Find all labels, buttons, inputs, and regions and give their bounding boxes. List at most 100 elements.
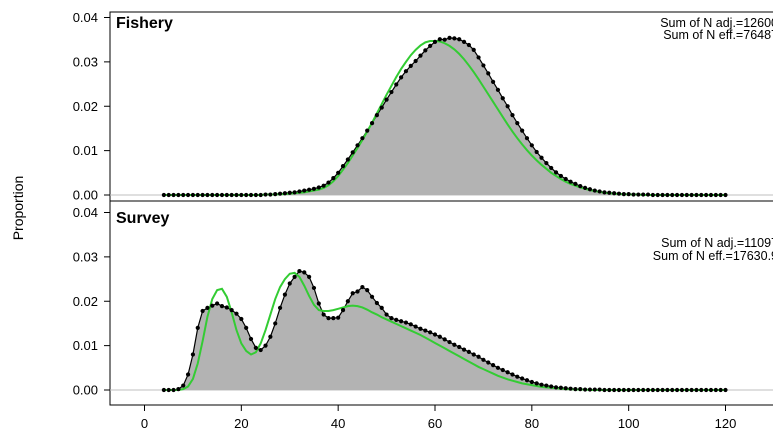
fishery-observed-point (360, 136, 365, 141)
survey-observed-point (161, 387, 166, 393)
fishery-observed-point (302, 188, 307, 193)
fishery-y-tick-label: 0.00 (73, 188, 98, 203)
survey-observed-point (185, 372, 191, 377)
fishery-observed-point (558, 173, 563, 179)
survey-observed-point (665, 387, 670, 393)
survey-observed-point (253, 345, 258, 350)
fishery-observed-point (340, 164, 346, 169)
fishery-observed-point (282, 191, 288, 196)
fishery-observed-point (369, 121, 375, 126)
survey-observed-point (636, 387, 641, 393)
survey-observed-point (505, 370, 510, 375)
survey-panel-title: Survey (116, 210, 169, 227)
survey-observed-point (670, 387, 675, 393)
survey-observed-point (602, 387, 607, 393)
survey-observed-point (408, 322, 413, 327)
survey-observed-point (699, 387, 704, 393)
fishery-panel-title: Fishery (116, 15, 173, 32)
fishery-y-tick-label: 0.01 (73, 143, 98, 158)
fishery-observed-point (413, 58, 418, 64)
fishery-observed-point (674, 192, 680, 198)
fishery-observed-point (544, 160, 549, 166)
fishery-observed-point (631, 192, 636, 197)
fishery-observed-point (273, 192, 278, 197)
fishery-observed-point (704, 192, 709, 198)
fishery-observed-point (563, 176, 568, 182)
survey-observed-point (524, 378, 530, 383)
fishery-observed-point (210, 192, 215, 198)
fishery-observed-point (181, 192, 186, 198)
survey-observed-point (660, 387, 665, 393)
survey-observed-point (384, 312, 389, 317)
fishery-observed-point (365, 128, 370, 133)
fishery-observed-point (587, 187, 593, 192)
survey-observed-point (244, 325, 249, 330)
survey-observed-point (340, 308, 346, 313)
survey-observed-point (321, 312, 326, 317)
fishery-observed-point (277, 191, 283, 196)
survey-observed-point (495, 365, 501, 370)
survey-y-tick-label: 0.03 (73, 249, 98, 264)
fishery-observed-point (655, 192, 660, 198)
survey-observed-point (723, 387, 728, 393)
fishery-observed-point (307, 187, 312, 192)
fishery-observed-point (437, 37, 442, 42)
x-axis: 0 20 40 60 80 100 120 (141, 404, 736, 431)
fishery-observed-point (641, 192, 646, 197)
fishery-observed-point (636, 192, 641, 197)
survey-observed-point (476, 354, 481, 359)
survey-observed-point (563, 386, 568, 391)
survey-observed-point (457, 344, 462, 350)
survey-y-tick-label: 0.04 (73, 205, 98, 220)
fishery-observed-point (374, 113, 379, 118)
fishery-observed-point (345, 157, 350, 162)
survey-observed-point (466, 349, 471, 354)
fishery-observed-point (447, 35, 452, 41)
survey-observed-point (587, 387, 593, 392)
fishery-observed-point (292, 190, 297, 195)
fishery-n-adj-annotation: Sum of N adj.=12600 (660, 16, 773, 30)
survey-observed-point (553, 385, 559, 390)
fishery-observed-point (524, 136, 530, 141)
fishery-observed-point (394, 82, 399, 87)
fishery-observed-point (432, 39, 438, 45)
survey-observed-point (689, 387, 694, 393)
survey-observed-point (616, 387, 622, 393)
survey-observed-point (258, 347, 263, 353)
fishery-observed-point (253, 192, 258, 198)
x-tick-label: 100 (618, 416, 640, 431)
fishery-observed-point (612, 191, 617, 196)
fishery-observed-point (190, 192, 196, 198)
fishery-observed-point (287, 190, 292, 195)
fishery-y-tick-label: 0.02 (73, 99, 98, 114)
survey-observed-point (510, 372, 515, 377)
survey-observed-point (287, 281, 292, 286)
survey-observed-point (437, 334, 442, 339)
survey-observed-point (345, 299, 350, 304)
fishery-observed-point (350, 150, 355, 155)
survey-observed-point (403, 320, 409, 325)
survey-observed-point (389, 316, 394, 321)
survey-observed-point (461, 347, 467, 352)
survey-observed-point (544, 383, 549, 388)
survey-observed-point (239, 316, 244, 322)
fishery-observed-point (311, 186, 317, 191)
fishery-y-tick-label: 0.03 (73, 54, 98, 69)
survey-observed-point (592, 387, 597, 392)
fishery-observed-point (476, 55, 481, 60)
survey-y-tick-label: 0.02 (73, 294, 98, 309)
survey-observed-point (418, 326, 423, 331)
survey-observed-point (399, 319, 404, 324)
fishery-observed-point (297, 189, 302, 194)
x-tick-label: 0 (141, 416, 148, 431)
survey-observed-point (578, 387, 583, 392)
fishery-observed-point (592, 188, 597, 193)
survey-observed-point (273, 321, 278, 326)
survey-observed-point (500, 367, 505, 373)
fishery-observed-point (219, 192, 225, 198)
fishery-observed-point (263, 192, 268, 197)
survey-y-tick-label: 0.01 (73, 338, 98, 353)
fishery-observed-point (520, 128, 525, 133)
survey-observed-point (316, 301, 321, 306)
